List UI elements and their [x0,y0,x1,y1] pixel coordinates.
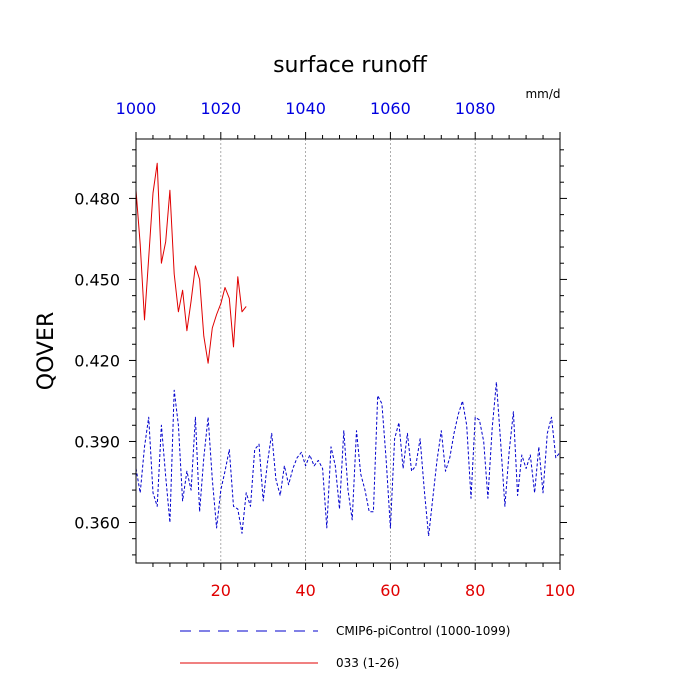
y-tick-label: 0.390 [74,432,120,451]
units-label: mm/d [525,87,560,101]
top-tick-label: 1080 [455,99,496,118]
x-tick-label: 40 [295,581,315,600]
gridlines [220,139,476,563]
x-tick-label: 20 [211,581,231,600]
series-line-2 [136,162,247,364]
top-tick-label: 1060 [370,99,411,118]
top-tick-label: 1040 [285,99,326,118]
series-layer [136,162,560,537]
y-tick-label: 0.360 [74,513,120,532]
x-tick-label: 80 [465,581,485,600]
legend-label: CMIP6-piControl (1000-1099) [336,624,510,638]
top-tick-label: 1020 [200,99,241,118]
series-line-1 [136,381,560,537]
x-tick-label: 60 [380,581,400,600]
y-tick-label: 0.450 [74,270,120,289]
plot-frame [135,138,561,564]
legend: CMIP6-piControl (1000-1099) 033 (1-26) [180,624,510,670]
x-tick-label: 100 [545,581,576,600]
top-tick-label: 1000 [116,99,157,118]
axis-ticks: 0.360 0.390 0.420 0.450 0.480 20 40 60 80 100 1000… [74,99,575,600]
y-tick-label: 0.420 [74,351,120,370]
chart-title: surface runoff [273,53,428,78]
y-tick-label: 0.480 [74,189,120,208]
y-axis-label: QOVER [34,312,59,390]
legend-label: 033 (1-26) [336,656,399,670]
